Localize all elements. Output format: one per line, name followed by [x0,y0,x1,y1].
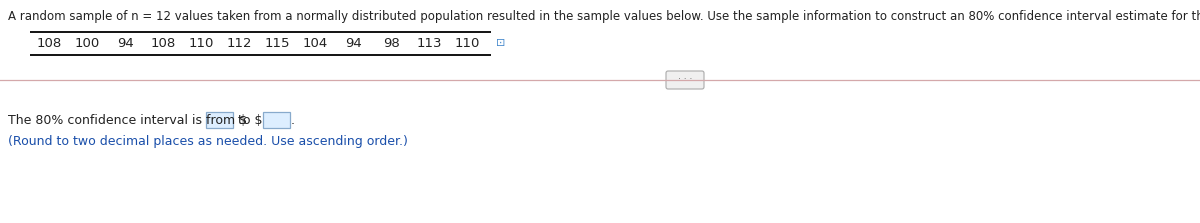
Text: · · ·: · · · [678,76,692,85]
Text: .: . [292,114,295,126]
Text: 104: 104 [302,37,328,50]
FancyBboxPatch shape [206,112,233,128]
FancyBboxPatch shape [666,71,704,89]
FancyBboxPatch shape [263,112,290,128]
Text: 110: 110 [455,37,480,50]
Text: 108: 108 [150,37,175,50]
Text: to $: to $ [234,114,263,126]
Text: 94: 94 [344,37,361,50]
Text: A random sample of n = 12 values taken from a normally distributed population re: A random sample of n = 12 values taken f… [8,10,1200,23]
Text: 112: 112 [227,37,252,50]
Text: 98: 98 [383,37,400,50]
Text: 94: 94 [116,37,133,50]
Text: 100: 100 [74,37,100,50]
Text: 110: 110 [188,37,214,50]
Text: 115: 115 [264,37,289,50]
Text: ⊡: ⊡ [496,39,505,48]
Text: The 80% confidence interval is from $: The 80% confidence interval is from $ [8,114,247,126]
Text: 113: 113 [416,37,442,50]
Text: 108: 108 [36,37,61,50]
Text: (Round to two decimal places as needed. Use ascending order.): (Round to two decimal places as needed. … [8,136,408,149]
